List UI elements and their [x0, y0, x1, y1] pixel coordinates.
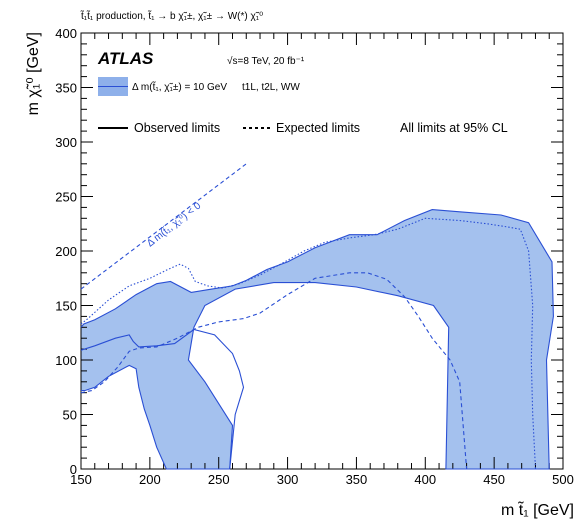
- y-tick-label: 50: [63, 408, 77, 423]
- series-line-3: [80, 328, 245, 470]
- x-tick-label: 450: [483, 472, 505, 487]
- band-legend-channels: t1L, t2L, WW: [242, 82, 300, 93]
- series-line-2: [80, 272, 468, 470]
- axis-ticks: [80, 32, 564, 470]
- y-tick-label: 0: [70, 462, 77, 477]
- band-legend-label: Δ m(t̃₁, χ̃₁±) = 10 GeV: [132, 81, 227, 93]
- y-tick-label: 100: [55, 353, 77, 368]
- energy-lumi-label: √s=8 TeV, 20 fb⁻¹: [227, 55, 305, 67]
- x-tick-label: 350: [346, 472, 368, 487]
- axis-tick-labels: 150 200 250 300 350 400 450 500 0 50 100 150 200 250 3…: [55, 26, 574, 487]
- x-tick-label: 400: [414, 472, 436, 487]
- legend-expected-label: Expected limits: [276, 121, 360, 135]
- limit-curves: [80, 163, 554, 470]
- y-tick-label: 200: [55, 244, 77, 259]
- y-tick-label: 150: [55, 299, 77, 314]
- y-tick-label: 400: [55, 26, 77, 41]
- y-axis-title: m χ̃₁⁰ [GeV]: [25, 32, 42, 115]
- y-tick-label: 250: [55, 190, 77, 205]
- y-tick-label: 300: [55, 135, 77, 150]
- cl-note: All limits at 95% CL: [400, 121, 508, 135]
- x-tick-label: 200: [139, 472, 161, 487]
- x-tick-label: 300: [277, 472, 299, 487]
- series-line-0: [80, 209, 554, 470]
- experiment-label: ATLAS: [97, 49, 154, 68]
- legend-observed-label: Observed limits: [134, 121, 220, 135]
- excluded-region-fill: [81, 209, 554, 469]
- x-axis-title: m t̃₁ [GeV]: [501, 500, 574, 519]
- x-tick-label: 500: [552, 472, 574, 487]
- diagonal-label: Δ m(t̃₁, χ̃₁⁰) < 0: [144, 199, 203, 249]
- y-tick-label: 350: [55, 81, 77, 96]
- x-tick-label: 150: [70, 472, 92, 487]
- chart-title: t̃₁t̃₁ production, t̃₁ → b χ̃₁±, χ̃₁± → …: [80, 10, 263, 22]
- series-line-1: [80, 217, 537, 470]
- x-tick-label: 250: [208, 472, 230, 487]
